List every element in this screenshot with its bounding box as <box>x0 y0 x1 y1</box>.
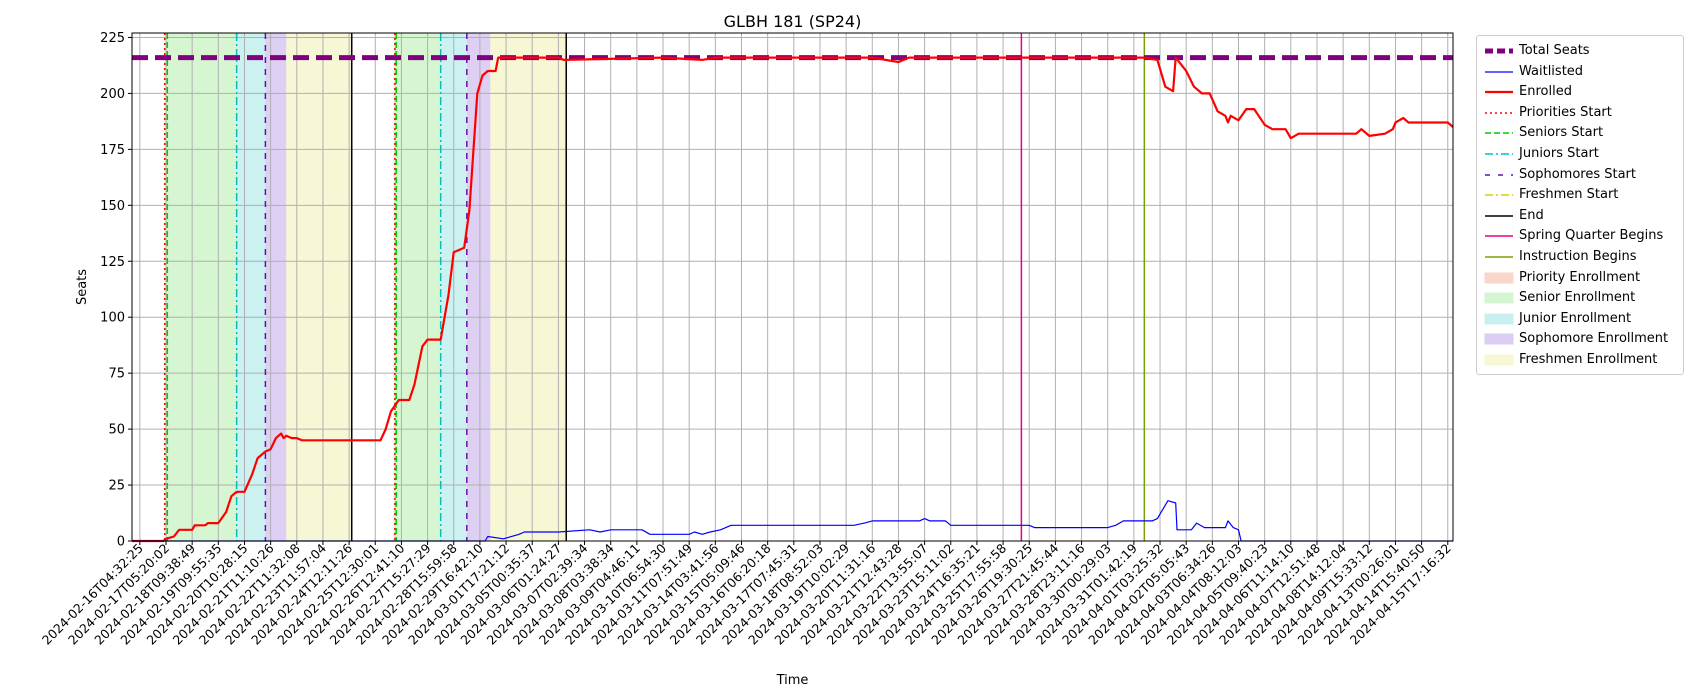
span-sophomore-enrollment <box>265 33 287 541</box>
legend-swatch-mark <box>1484 272 1514 284</box>
plot-frame <box>131 32 1454 542</box>
legend-swatch-mark <box>1484 292 1514 304</box>
legend-label: Junior Enrollment <box>1519 310 1632 326</box>
legend-swatch <box>1485 194 1513 196</box>
y-axis-label: Seats <box>75 269 90 305</box>
legend-item: Junior Enrollment <box>1477 309 1683 329</box>
span-senior-enrollment <box>393 33 441 541</box>
legend-label: Seniors Start <box>1519 125 1604 141</box>
y-tick-label: 50 <box>108 423 125 438</box>
span-sophomore-enrollment <box>466 33 491 541</box>
legend-label: End <box>1519 207 1544 223</box>
legend-swatch <box>1485 132 1513 135</box>
y-tick-label: 0 <box>117 535 125 550</box>
enrollment-chart: 02550751001251501752002252024-02-16T04:3… <box>39 12 1454 688</box>
legend-label: Waitlisted <box>1519 63 1584 79</box>
legend-item: Total Seats <box>1477 41 1683 61</box>
legend-swatch <box>1485 70 1513 73</box>
legend-item: Sophomores Start <box>1477 165 1683 185</box>
legend-item: Enrolled <box>1477 82 1683 102</box>
span-freshmen-enrollment <box>490 33 567 541</box>
legend-label: Spring Quarter Begins <box>1519 228 1664 244</box>
legend-label: Juniors Start <box>1519 146 1599 161</box>
y-tick-label: 25 <box>108 479 125 494</box>
legend-label: Sophomores Start <box>1519 166 1636 182</box>
series-waitlisted <box>132 500 1453 542</box>
legend-swatch-mark <box>1484 354 1514 366</box>
y-tick-label: 175 <box>100 143 125 158</box>
legend-swatch <box>1485 153 1513 155</box>
legend-swatch <box>1484 272 1514 284</box>
legend-item: Freshmen Enrollment <box>1477 350 1683 370</box>
legend-swatch <box>1485 112 1513 114</box>
legend-swatch <box>1484 313 1514 325</box>
legend-label: Enrolled <box>1519 84 1572 100</box>
legend-swatch-mark <box>1484 313 1514 325</box>
legend-swatch <box>1484 292 1514 304</box>
legend-item: Sophomore Enrollment <box>1477 329 1683 349</box>
x-axis-label: Time <box>776 673 809 688</box>
legend-label: Senior Enrollment <box>1519 290 1636 306</box>
legend-item: Senior Enrollment <box>1477 288 1683 308</box>
legend-label: Freshmen Start <box>1519 187 1619 203</box>
legend-item: Juniors Start <box>1477 144 1683 164</box>
legend-label: Sophomore Enrollment <box>1519 331 1669 347</box>
legend-label: Freshmen Enrollment <box>1519 352 1658 367</box>
chart-title: GLBH 181 (SP24) <box>724 12 862 31</box>
y-tick-label: 150 <box>100 199 125 214</box>
legend-item: Priority Enrollment <box>1477 268 1683 288</box>
legend-label: Total Seats <box>1519 43 1590 58</box>
legend-item: End <box>1477 206 1683 226</box>
chart-legend: Total Seats Waitlisted Enrolled Priorities … <box>1476 35 1684 375</box>
legend-swatch-mark <box>1484 333 1514 345</box>
legend-item: Freshmen Start <box>1477 185 1683 205</box>
legend-swatch <box>1485 215 1513 217</box>
legend-swatch <box>1485 48 1513 54</box>
legend-swatch <box>1485 91 1513 94</box>
y-tick-label: 75 <box>108 367 125 382</box>
y-tick-label: 125 <box>100 255 125 270</box>
span-freshmen-enrollment <box>286 33 352 541</box>
legend-label: Priority Enrollment <box>1519 269 1641 285</box>
series-enrolled <box>132 56 1454 543</box>
legend-swatch <box>1485 256 1513 258</box>
legend-swatch <box>1484 354 1514 366</box>
legend-item: Seniors Start <box>1477 123 1683 143</box>
legend-item: Instruction Begins <box>1477 247 1683 267</box>
legend-swatch <box>1485 173 1513 176</box>
span-senior-enrollment <box>166 33 237 541</box>
legend-swatch <box>1484 333 1514 345</box>
legend-item: Priorities Start <box>1477 103 1683 123</box>
legend-item: Waitlisted <box>1477 62 1683 82</box>
y-tick-label: 200 <box>100 87 125 102</box>
span-junior-enrollment <box>236 33 266 541</box>
legend-label: Priorities Start <box>1519 104 1612 120</box>
y-tick-label: 225 <box>100 31 125 46</box>
legend-item: Spring Quarter Begins <box>1477 226 1683 246</box>
legend-swatch <box>1485 235 1513 238</box>
legend-label: Instruction Begins <box>1519 249 1637 264</box>
y-tick-label: 100 <box>100 311 125 326</box>
